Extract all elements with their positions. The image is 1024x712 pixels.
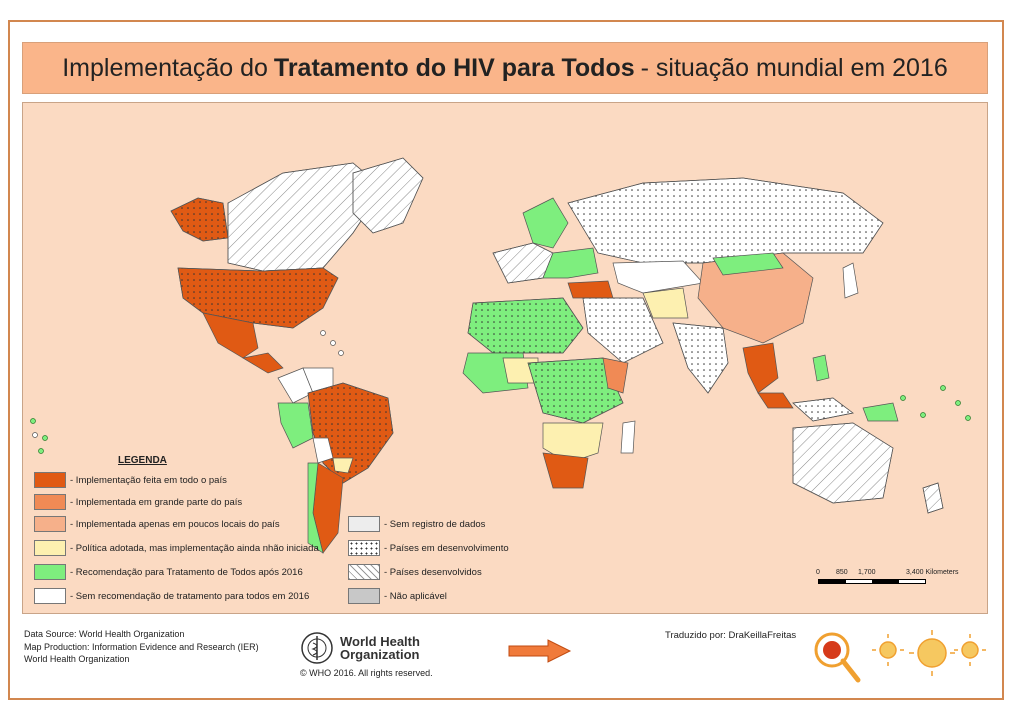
legend-swatch <box>34 564 66 580</box>
legend-swatch <box>348 564 380 580</box>
region-indochina <box>742 342 779 394</box>
region-south-africa <box>542 452 589 489</box>
legend-label: - Sem registro de dados <box>384 518 486 530</box>
region-madagascar <box>620 420 636 454</box>
island-markers <box>30 385 971 454</box>
region-east-europe <box>542 247 599 279</box>
legend-item: - Política adotada, mas implementação ai… <box>34 540 319 556</box>
scale-tick-1: 850 <box>836 569 848 576</box>
region-japan <box>842 262 859 299</box>
region-mexico <box>202 312 259 359</box>
title-prefix: Implementação do <box>62 53 268 82</box>
organization-text: World Health Organization <box>24 654 130 664</box>
region-turkey <box>567 280 614 299</box>
scale-bar: 0 850 1,700 3,400 Kilometers <box>816 569 966 591</box>
legend-title: LEGENDA <box>118 455 167 466</box>
legend-label: - Implementada em grande parte do país <box>70 496 243 508</box>
legend-swatch <box>34 472 66 488</box>
legend-item: - Não aplicável <box>348 588 447 604</box>
region-chile <box>307 462 324 554</box>
legend-swatch <box>34 540 66 556</box>
legend-label: - Não aplicável <box>384 590 447 602</box>
legend-swatch <box>348 540 380 556</box>
who-logo: World Health Organization <box>300 628 440 668</box>
region-paraguay <box>332 457 354 474</box>
legend-item: - Sem registro de dados <box>348 516 485 532</box>
arrow-right-icon <box>508 639 572 663</box>
region-china <box>697 252 814 344</box>
legend-item: - Países em desenvolvimento <box>348 540 509 556</box>
region-peru <box>277 402 314 449</box>
title-bold: Tratamento do HIV para Todos <box>273 53 635 82</box>
title-suffix: - situação mundial em 2016 <box>640 53 948 82</box>
legend-item: - Implementada em grande parte do país <box>34 494 242 510</box>
virus-magnifier-icon <box>814 630 986 683</box>
translated-by-text: Traduzido por: DraKeillaFreitas <box>665 630 797 641</box>
legend-label: - Recomendação para Tratamento de Todos … <box>70 566 303 578</box>
region-horn-africa <box>602 357 629 394</box>
region-malaysia <box>757 392 794 409</box>
who-name-line2: Organization <box>340 647 420 662</box>
legend-item: - Recomendação para Tratamento de Todos … <box>34 564 303 580</box>
world-map <box>30 157 971 554</box>
scale-graphic <box>818 579 926 584</box>
legend-label: - Países desenvolvidos <box>384 566 482 578</box>
legend-label: - Sem recomendação de tratamento para to… <box>70 590 310 602</box>
region-philippines <box>812 354 830 382</box>
data-source-text: Data Source: World Health Organization <box>24 629 185 639</box>
legend-swatch <box>348 516 380 532</box>
copyright-text: © WHO 2016. All rights reserved. <box>300 668 433 678</box>
legend-swatch <box>34 494 66 510</box>
who-name-line1: World Health <box>340 634 420 649</box>
region-png <box>862 402 899 422</box>
scale-tick-3: 3,400 Kilometers <box>906 569 959 576</box>
legend-label: - Implementação feita em todo o país <box>70 474 227 486</box>
legend-label: - Política adotada, mas implementação ai… <box>70 542 319 554</box>
region-central-america <box>242 352 284 374</box>
region-scandinavia <box>522 197 569 249</box>
legend-item: - Implementação feita em todo o país <box>34 472 227 488</box>
legend-item: - Países desenvolvidos <box>348 564 482 580</box>
region-kazakhstan <box>612 260 704 294</box>
region-central-asia <box>642 287 689 319</box>
legend-swatch <box>34 516 66 532</box>
legend-label: - Países em desenvolvimento <box>384 542 509 554</box>
map-title: Implementação do Tratamento do HIV para … <box>22 42 988 94</box>
legend-swatch <box>34 588 66 604</box>
map-production-text: Map Production: Information Evidence and… <box>24 641 259 652</box>
map-panel <box>22 102 988 614</box>
legend-swatch <box>348 588 380 604</box>
legend-item: - Sem recomendação de tratamento para to… <box>34 588 309 604</box>
scale-tick-2: 1,700 <box>858 569 876 576</box>
who-emblem-icon <box>301 632 333 664</box>
data-source-block: Data Source: World Health Organization M… <box>24 628 259 666</box>
legend-label: - Implementada apenas em poucos locais d… <box>70 518 280 530</box>
region-mongolia <box>712 252 784 276</box>
legend-item: - Implementada apenas em poucos locais d… <box>34 516 280 532</box>
scale-tick-0: 0 <box>816 569 820 576</box>
